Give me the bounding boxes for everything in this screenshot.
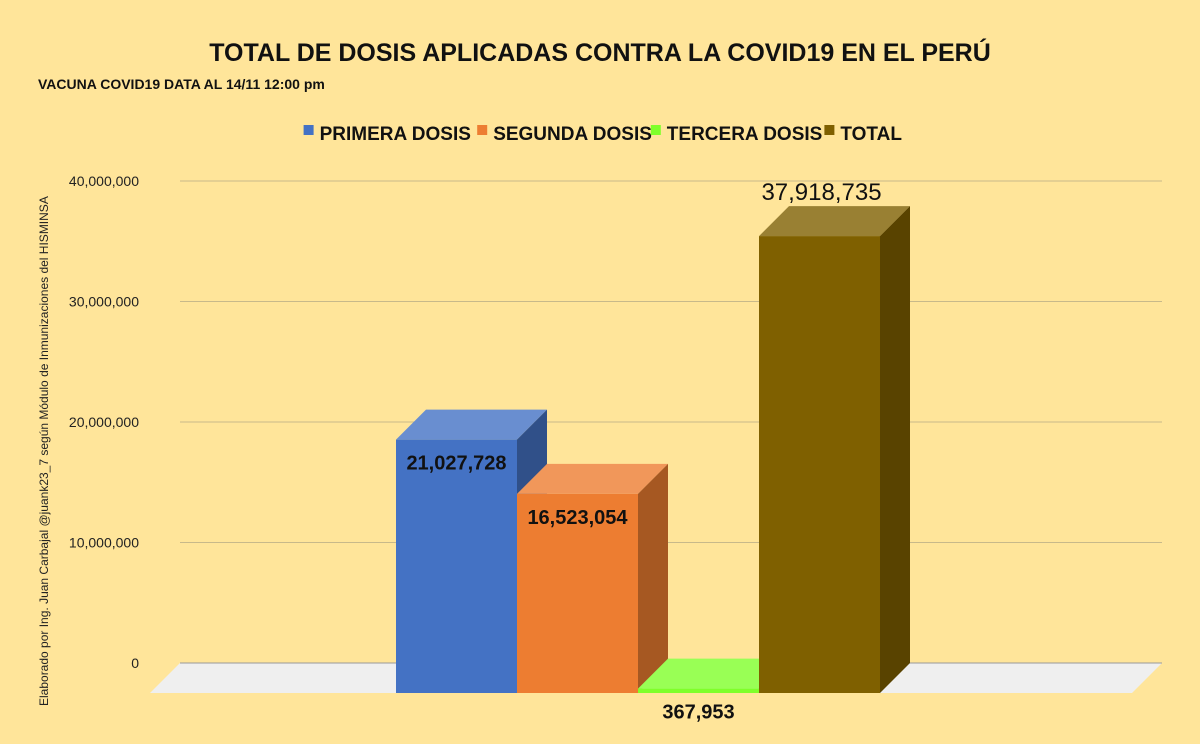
bar-front	[396, 439, 517, 693]
bar-side	[880, 206, 910, 694]
legend-item-segunda-dosis: SEGUNDA DOSIS	[477, 124, 652, 145]
y-tick-label: 0	[131, 655, 139, 671]
bar-top	[759, 206, 910, 237]
bar-top	[517, 463, 668, 494]
y-tick-label: 10,000,000	[69, 535, 139, 551]
data-labels: 21,027,728 16,523,054 367,953 37,918,735	[406, 179, 881, 723]
data-label-primera-dosis: 21,027,728	[406, 453, 506, 475]
bar-top	[638, 658, 789, 689]
bar-top	[396, 409, 547, 440]
legend-item-primera-dosis: PRIMERA DOSIS	[303, 124, 471, 145]
chart-subtitle: VACUNA COVID19 DATA AL 14/11 12:00 pm	[38, 76, 325, 92]
legend-item-tercera-dosis: TERCERA DOSIS	[650, 124, 823, 145]
data-label-total: 37,918,735	[761, 179, 881, 206]
legend-item-total: TOTAL	[824, 124, 902, 145]
legend-swatch	[824, 125, 835, 135]
legend-label: SEGUNDA DOSIS	[493, 124, 652, 145]
legend-label: TOTAL	[840, 124, 902, 145]
bar-front	[517, 493, 638, 693]
bar-segunda-dosis	[517, 463, 668, 693]
bar-side	[638, 463, 668, 693]
y-tick-label: 40,000,000	[69, 173, 139, 189]
legend: PRIMERA DOSIS SEGUNDA DOSIS TERCERA DOSIS T…	[303, 124, 902, 145]
legend-swatch	[477, 125, 488, 135]
y-tick-label: 30,000,000	[69, 294, 139, 310]
legend-swatch	[303, 125, 314, 135]
y-axis: 0 10,000,000 20,000,000 30,000,000 40,000,00…	[69, 173, 139, 671]
bar-front	[759, 236, 880, 694]
chart-title: TOTAL DE DOSIS APLICADAS CONTRA LA COVID…	[209, 37, 991, 67]
gridlines	[180, 180, 1162, 664]
data-label-tercera-dosis: 367,953	[662, 702, 734, 724]
legend-label: TERCERA DOSIS	[667, 124, 823, 145]
bars	[396, 206, 910, 694]
legend-label: PRIMERA DOSIS	[320, 124, 471, 145]
side-credit-label: Elaborado por Ing. Juan Carbajal @juank2…	[37, 196, 51, 706]
legend-swatch	[650, 125, 661, 135]
y-tick-label: 20,000,000	[69, 414, 139, 430]
data-label-segunda-dosis: 16,523,054	[527, 507, 628, 529]
bar-front	[638, 688, 759, 693]
bar-total	[759, 206, 910, 694]
